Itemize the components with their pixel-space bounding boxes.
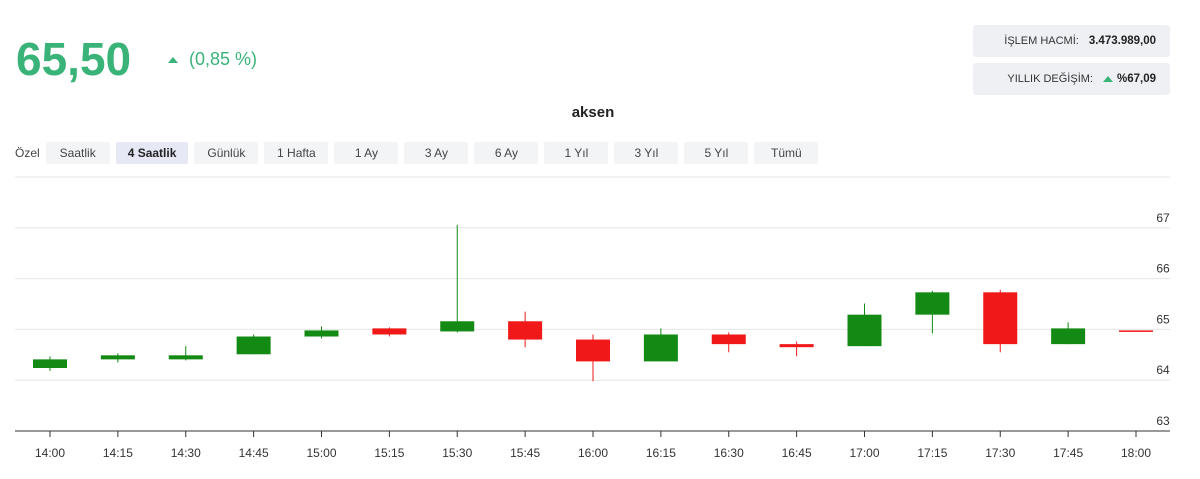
x-tick-label: 14:45 — [239, 446, 269, 460]
candle-body — [711, 334, 746, 345]
x-tick-label: 15:45 — [510, 446, 540, 460]
candle-body — [508, 321, 543, 340]
chart-title: aksen — [571, 104, 615, 121]
x-tick-label: 16:45 — [782, 446, 812, 460]
range-button[interactable]: 1 Hafta — [264, 142, 329, 164]
candle-body — [576, 339, 610, 362]
x-tick-label: 16:00 — [578, 446, 608, 460]
stat-value: %67,09 — [1116, 73, 1156, 85]
range-button[interactable]: 1 Yıl — [544, 142, 609, 164]
price: 65,50 — [16, 33, 132, 85]
price-change: (0,85 %) — [189, 49, 258, 69]
candle-body — [33, 359, 67, 369]
range-button[interactable]: 3 Ay — [404, 142, 469, 164]
range-button[interactable]: 5 Yıl — [684, 142, 749, 164]
candle-body — [847, 314, 882, 347]
candle-body — [643, 334, 678, 362]
stat-value: 3.473.989,00 — [1088, 35, 1156, 47]
range-button[interactable]: Tümü — [754, 142, 819, 164]
y-tick-label: 63 — [1156, 414, 1170, 428]
range-button[interactable]: 1 Ay — [334, 142, 399, 164]
candle-body — [168, 355, 203, 360]
y-tick-label: 67 — [1156, 211, 1170, 225]
candle-body — [440, 321, 475, 332]
x-tick-label: 15:15 — [374, 446, 404, 460]
x-tick-label: 15:30 — [442, 446, 472, 460]
candle-body — [1119, 330, 1153, 332]
x-tick-label: 17:30 — [985, 446, 1015, 460]
candle-body — [915, 292, 950, 315]
y-tick-label: 64 — [1156, 363, 1170, 377]
range-button[interactable]: 4 Saatlik — [115, 142, 189, 164]
range-button[interactable]: 3 Yıl — [614, 142, 679, 164]
x-tick-label: 14:15 — [103, 446, 133, 460]
stat-box: YILLIK DEĞİŞİM: %67,09 — [973, 63, 1170, 95]
x-tick-label: 17:15 — [917, 446, 947, 460]
x-tick-label: 15:00 — [306, 446, 336, 460]
candle-body — [100, 355, 135, 360]
candle-body — [983, 292, 1018, 345]
x-tick-label: 14:30 — [171, 446, 201, 460]
candle-body — [1051, 328, 1086, 345]
range-button[interactable]: Saatlik — [45, 142, 110, 164]
range-label: Özel — [15, 146, 40, 160]
x-tick-label: 18:00 — [1121, 446, 1151, 460]
candle-body — [779, 344, 814, 348]
candle-body — [304, 330, 339, 337]
up-icon — [1102, 76, 1113, 82]
y-tick-label: 65 — [1156, 312, 1170, 326]
range-button[interactable]: 6 Ay — [474, 142, 539, 164]
stat-label: YILLIK DEĞİŞİM: — [1007, 73, 1093, 85]
candle-body — [372, 328, 407, 335]
x-tick-label: 17:45 — [1053, 446, 1083, 460]
stat-box: İŞLEM HACMİ: 3.473.989,00 — [973, 25, 1170, 57]
up-icon — [168, 57, 178, 63]
range-selector: Özel Saatlik 4 Saatlik Günlük 1 Hafta 1 Ay 3 A… — [15, 142, 819, 164]
x-tick-label: 17:00 — [849, 446, 879, 460]
x-tick-label: 16:30 — [714, 446, 744, 460]
candle-body — [236, 336, 271, 355]
x-tick-label: 16:15 — [646, 446, 676, 460]
stat-label: İŞLEM HACMİ: — [1004, 35, 1079, 47]
x-tick-label: 14:00 — [35, 446, 65, 460]
range-button[interactable]: Günlük — [194, 142, 259, 164]
y-tick-label: 66 — [1156, 262, 1170, 276]
